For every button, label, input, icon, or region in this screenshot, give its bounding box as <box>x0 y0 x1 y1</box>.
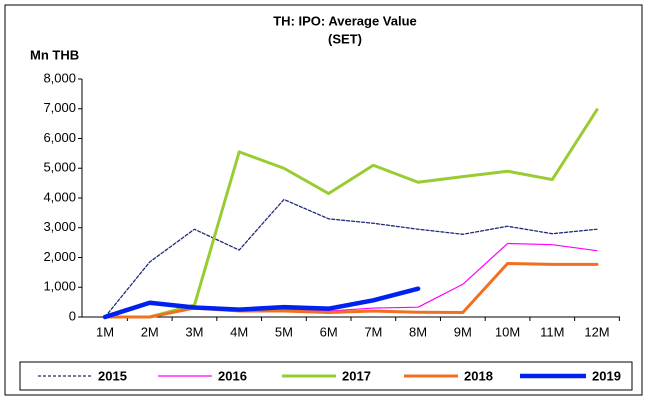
series-line <box>103 261 599 319</box>
x-tick-label: 2M <box>141 324 159 339</box>
y-tick-label: 6,000 <box>43 130 76 145</box>
chart-title: TH: IPO: Average Value <box>273 13 417 28</box>
legend-label: 2015 <box>98 368 127 383</box>
y-tick-label: 1,000 <box>43 279 76 294</box>
chart-subtitle: (SET) <box>328 31 362 46</box>
legend-label: 2017 <box>342 368 371 383</box>
y-tick-label: 3,000 <box>43 219 76 234</box>
legend-label: 2018 <box>464 368 493 383</box>
y-tick-label: 5,000 <box>43 160 76 175</box>
x-tick-label: 9M <box>454 324 472 339</box>
x-tick-label: 3M <box>185 324 203 339</box>
x-tick-label: 8M <box>409 324 427 339</box>
series-line <box>104 198 598 318</box>
x-tick-label: 11M <box>540 324 564 339</box>
series-line <box>102 286 421 320</box>
y-tick-label: 8,000 <box>43 70 76 85</box>
y-tick-label: 7,000 <box>43 100 76 115</box>
chart-frame <box>4 4 643 396</box>
x-tick-label: 7M <box>364 324 382 339</box>
x-tick-label: 4M <box>230 324 248 339</box>
y-tick-label: 2,000 <box>43 249 76 264</box>
x-tick-label: 12M <box>584 324 609 339</box>
x-tick-label: 5M <box>275 324 293 339</box>
y-axis-label: Mn THB <box>30 47 79 62</box>
x-tick-label: 10M <box>495 324 520 339</box>
legend-label: 2019 <box>592 368 621 383</box>
x-tick-label: 6M <box>320 324 338 339</box>
y-tick-label: 4,000 <box>43 189 76 204</box>
y-tick-label: 0 <box>69 308 76 323</box>
x-tick-label: 1M <box>96 324 114 339</box>
legend-label: 2016 <box>218 368 247 383</box>
